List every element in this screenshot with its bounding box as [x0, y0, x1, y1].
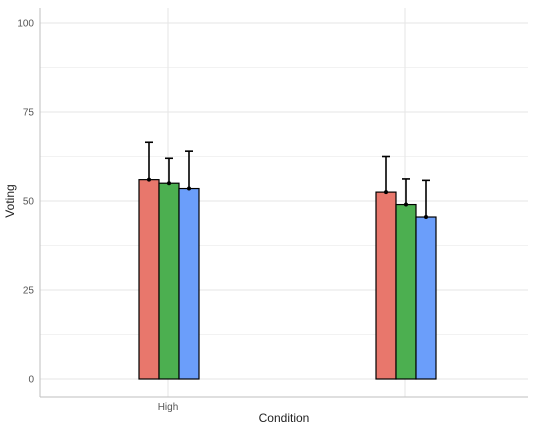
bar	[395, 203, 417, 380]
error-bar	[145, 141, 153, 182]
x-axis-title: Condition	[259, 411, 310, 425]
error-bar	[382, 155, 390, 195]
bar	[415, 216, 437, 380]
y-axis-title: Voting	[3, 184, 17, 217]
y-tick-label: 100	[17, 19, 34, 30]
bar	[158, 182, 180, 380]
error-bar	[185, 150, 193, 191]
bar	[178, 187, 200, 380]
error-bars	[145, 141, 430, 220]
bar	[375, 191, 397, 380]
y-tick-label: 0	[28, 375, 34, 386]
y-tick-labels: 0 25 50 75 100	[17, 19, 34, 386]
y-tick-label: 75	[23, 108, 35, 119]
x-tick-label: High	[158, 402, 179, 413]
y-tick-label: 50	[23, 197, 35, 208]
bar	[138, 179, 160, 380]
y-tick-label: 25	[23, 286, 35, 297]
error-bar	[402, 178, 410, 207]
bars	[138, 179, 437, 380]
error-bar	[422, 179, 430, 220]
error-bar	[165, 157, 173, 186]
grid-lines	[40, 8, 528, 397]
x-tick-labels: High	[158, 402, 179, 413]
